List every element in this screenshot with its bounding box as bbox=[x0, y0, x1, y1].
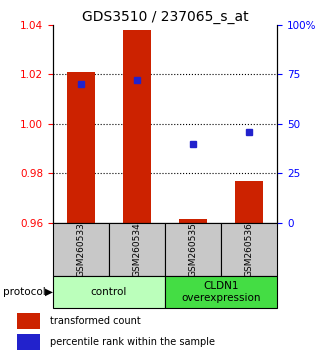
Bar bbox=[179, 219, 207, 223]
Bar bbox=[109, 223, 165, 276]
Bar bbox=[165, 223, 221, 276]
Bar bbox=[165, 276, 277, 308]
Text: CLDN1
overexpression: CLDN1 overexpression bbox=[182, 281, 261, 303]
Bar bbox=[53, 276, 165, 308]
Text: percentile rank within the sample: percentile rank within the sample bbox=[50, 337, 214, 348]
Bar bbox=[221, 223, 277, 276]
Text: protocol: protocol bbox=[3, 287, 46, 297]
Text: GSM260536: GSM260536 bbox=[245, 222, 254, 277]
Text: ▶: ▶ bbox=[45, 287, 52, 297]
Bar bbox=[123, 30, 151, 223]
Title: GDS3510 / 237065_s_at: GDS3510 / 237065_s_at bbox=[82, 10, 248, 24]
Bar bbox=[16, 313, 40, 329]
Text: control: control bbox=[91, 287, 127, 297]
Text: transformed count: transformed count bbox=[50, 316, 140, 326]
Bar bbox=[53, 223, 109, 276]
Text: GSM260533: GSM260533 bbox=[76, 222, 85, 277]
Text: GSM260535: GSM260535 bbox=[188, 222, 198, 277]
Bar bbox=[67, 72, 95, 223]
Bar bbox=[16, 334, 40, 350]
Bar bbox=[235, 181, 263, 223]
Text: GSM260534: GSM260534 bbox=[132, 222, 142, 277]
